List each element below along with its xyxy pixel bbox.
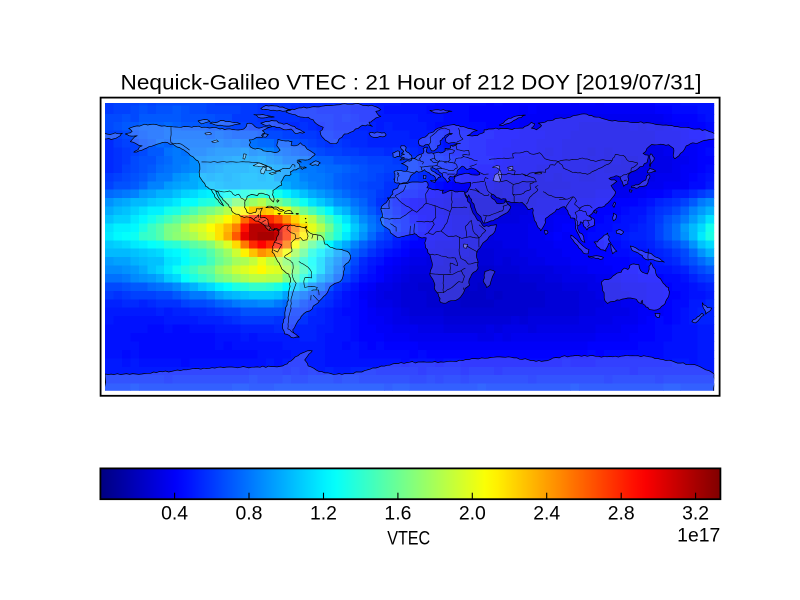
svg-text:0.8: 0.8 xyxy=(236,502,263,524)
svg-text:VTEC: VTEC xyxy=(387,527,430,549)
svg-text:3.2: 3.2 xyxy=(682,502,709,524)
svg-text:2.0: 2.0 xyxy=(459,502,486,524)
svg-text:2.8: 2.8 xyxy=(608,502,635,524)
svg-text:1.6: 1.6 xyxy=(384,502,411,524)
svg-text:1e17: 1e17 xyxy=(677,524,720,546)
svg-text:Nequick-Galileo VTEC : 21 Hour: Nequick-Galileo VTEC : 21 Hour of 212 DO… xyxy=(121,71,702,95)
svg-text:0.4: 0.4 xyxy=(161,502,188,524)
svg-text:2.4: 2.4 xyxy=(533,502,560,524)
svg-text:1.2: 1.2 xyxy=(310,502,337,524)
